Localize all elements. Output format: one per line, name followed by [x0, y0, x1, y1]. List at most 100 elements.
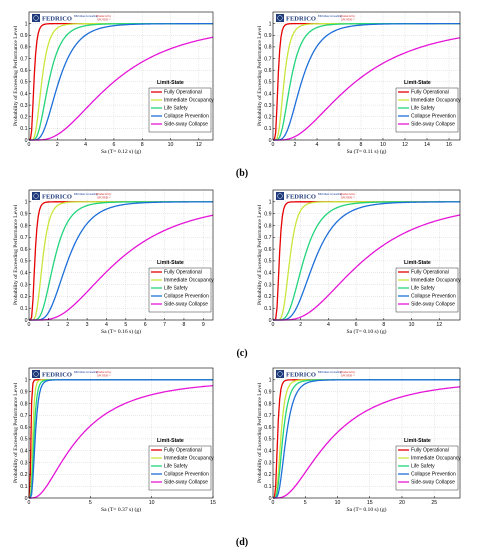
y-tick-label: 1: [269, 200, 272, 206]
y-axis-label: Probability of Exceeding Performance Lev…: [12, 26, 19, 126]
x-tick-label: 2: [299, 322, 302, 328]
x-tick-label: 3: [86, 322, 89, 328]
legend-entry: Side-sway Collapse: [164, 302, 208, 308]
logo-badge: BIM Atlas Consulting: [74, 14, 98, 18]
legend-entry: Side-sway Collapse: [411, 122, 455, 128]
x-tick-label: 10: [380, 142, 386, 148]
legend-box: [395, 267, 459, 313]
x-tick-label: 10: [335, 500, 341, 506]
logo-name: FEDRICO: [286, 194, 316, 201]
y-tick-label: 0.8: [20, 45, 27, 51]
logo-name: FEDRICO: [286, 16, 316, 23]
legend-entry: Side-sway Collapse: [411, 302, 455, 308]
legend-entry: Side-sway Collapse: [164, 480, 208, 486]
produced-by: Produced by: [339, 192, 356, 196]
y-tick-label: 0.8: [20, 223, 27, 229]
y-tick-label: 0: [25, 496, 28, 502]
x-tick-label: 0: [272, 500, 275, 506]
y-tick-label: 0.1: [264, 484, 271, 490]
y-tick-label: 0.9: [264, 211, 271, 217]
y-tick-label: 0: [269, 496, 272, 502]
legend-entry: Immediate Occupancy: [411, 278, 461, 284]
legend-title: Limit-State: [404, 438, 431, 444]
y-tick-label: 0.3: [264, 460, 271, 466]
produced-by: Produced by: [339, 14, 356, 18]
y-axis-label: Probability of Exceeding Performance Lev…: [256, 205, 263, 305]
legend-entry: Immediate Occupancy: [164, 98, 214, 104]
legend-entry: Life Safety: [164, 286, 188, 292]
x-tick-label: 8: [382, 322, 385, 328]
y-tick-label: 0.3: [264, 103, 271, 109]
legend-entry: Collapse Prevention: [164, 472, 209, 478]
legend-entry: Side-sway Collapse: [164, 122, 208, 128]
y-tick-label: 0.6: [264, 68, 271, 74]
legend-entry: Side-sway Collapse: [411, 480, 455, 486]
legend-entry: Collapse Prevention: [411, 114, 456, 120]
legend-entry: Collapse Prevention: [164, 114, 209, 120]
x-tick-label: 4: [105, 322, 108, 328]
y-tick-label: 0.2: [20, 115, 27, 121]
produced-by-name: SPOTER ©: [97, 17, 112, 22]
legend-entry: Immediate Occupancy: [411, 456, 461, 462]
series-line-side-sway-collapse: [29, 36, 214, 141]
logo-name: FEDRICO: [42, 16, 72, 23]
series-line-collapse-prevention: [28, 379, 213, 499]
y-tick-label: 1: [25, 200, 28, 206]
logo-badge: BIM Atlas Consulting: [318, 192, 342, 196]
panel-letter: (b): [236, 168, 248, 179]
y-tick-label: 0.7: [264, 413, 271, 419]
series-line-collapse-prevention: [273, 23, 460, 141]
produced-by-name: SPOTER ©: [97, 373, 112, 378]
chart-panel-1: 0 2 4 6 8 10 12 0 0.1 0.2 0.3 0.4 0.5 0.6 0.7 0.8 0.9 1 Sa…: [12, 11, 214, 155]
y-tick-label: 0.2: [264, 472, 271, 478]
legend-box: [148, 267, 212, 313]
x-tick-label: 20: [399, 500, 405, 506]
produced-by-name: SPOTER ©: [97, 195, 112, 200]
chart-panel-2: 0 2 4 6 8 10 12 14 16 0 0.1 0.2 0.3 0.4 0.5 0.6 0.7 0.8 0.…: [256, 11, 461, 155]
logo-badge: BIM Atlas Consulting: [318, 370, 342, 374]
logo-emblem-ring: [277, 15, 283, 21]
x-tick-label: 6: [355, 322, 358, 328]
legend-box: [395, 87, 459, 133]
legend-entry: Life Safety: [164, 106, 188, 112]
logo-badge: BIM Atlas Consulting: [74, 370, 98, 374]
y-tick-label: 0.9: [264, 33, 271, 39]
y-tick-label: 0.1: [264, 126, 271, 132]
produced-by-name: SPOTER ©: [341, 17, 356, 22]
series-line-collapse-prevention: [273, 379, 460, 499]
x-tick-label: 10: [168, 142, 174, 148]
y-tick-label: 1: [269, 378, 272, 384]
x-axis-label: Sa (T= 0.10 s) (g): [347, 506, 387, 513]
y-tick-label: 0.9: [20, 211, 27, 217]
y-tick-label: 0.3: [264, 282, 271, 288]
x-tick-label: 15: [210, 500, 216, 506]
x-tick-label: 2: [56, 142, 59, 148]
x-tick-label: 0: [272, 322, 275, 328]
y-tick-label: 0: [25, 318, 28, 324]
y-tick-label: 0.1: [20, 126, 27, 132]
y-tick-label: 0.7: [20, 235, 27, 241]
chart-panel-6: 0 5 10 15 20 25 0 0.1 0.2 0.3 0.4 0.5 0.6 0.7 0.8 0.9 1 S…: [256, 367, 461, 513]
legend-title: Limit-State: [404, 260, 431, 266]
axes-frame: [28, 11, 214, 141]
legend-title: Limit-State: [157, 438, 184, 444]
legend: Fully Operational Immediate Occupancy Life…: [395, 445, 461, 491]
series-line-side-sway-collapse: [273, 386, 461, 499]
y-tick-label: 0.6: [20, 425, 27, 431]
y-tick-label: 0.6: [20, 247, 27, 253]
panel-letter: (c): [236, 348, 247, 359]
y-tick-label: 0.4: [264, 271, 271, 277]
y-tick-label: 0.9: [264, 389, 271, 395]
x-tick-label: 5: [124, 322, 127, 328]
y-tick-label: 0: [25, 138, 28, 144]
legend-box: [148, 87, 212, 133]
legend-entry: Collapse Prevention: [411, 294, 456, 300]
legend-entry: Fully Operational: [411, 448, 449, 454]
y-tick-label: 0.1: [20, 484, 27, 490]
y-tick-label: 0.5: [20, 437, 27, 443]
axes-frame: [272, 11, 461, 141]
legend: Fully Operational Immediate Occupancy Life…: [395, 87, 461, 133]
